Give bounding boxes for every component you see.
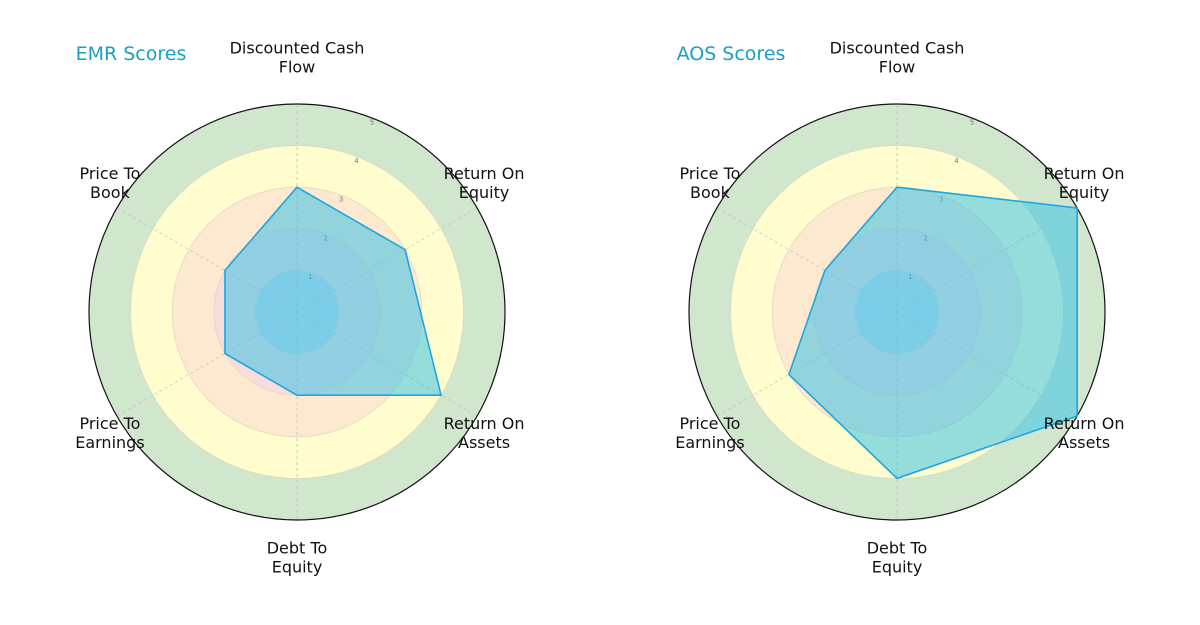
axis-line <box>716 207 898 313</box>
axis-label-line: Return On <box>444 164 525 183</box>
chart-title: EMR Scores <box>76 43 187 65</box>
axis-label: Debt To Equity <box>267 539 328 577</box>
axis-label-line: Assets <box>1058 433 1110 452</box>
axis-label-line: Flow <box>279 57 316 76</box>
axis-label-line: Discounted Cash <box>830 38 965 57</box>
r-tick-label: 5 <box>370 118 374 126</box>
axis-label-line: Earnings <box>675 433 744 452</box>
axis-label-line: Equity <box>1059 183 1110 202</box>
axis-label: Return On Assets <box>1044 414 1125 452</box>
axis-label-line: Return On <box>444 414 525 433</box>
axis-label-line: Discounted Cash <box>230 38 365 57</box>
axis-label-line: Book <box>690 183 731 202</box>
axis-label-line: Equity <box>872 558 923 577</box>
axis-label: Debt To Equity <box>867 539 928 577</box>
axis-label: Price To Earnings <box>75 414 144 452</box>
r-tick-label: 4 <box>354 157 359 165</box>
axis-label-line: Assets <box>458 433 510 452</box>
axis-label: Return On Assets <box>444 414 525 452</box>
axis-label-line: Price To <box>79 414 140 433</box>
axis-label: Price To Book <box>79 164 140 202</box>
axis-label: Discounted Cash Flow <box>830 38 965 76</box>
axis-label-line: Price To <box>79 164 140 183</box>
axis-line <box>116 207 298 313</box>
axis-label-line: Earnings <box>75 433 144 452</box>
r-tick-label: 5 <box>970 118 974 126</box>
axis-label: Price To Book <box>679 164 740 202</box>
chart-title: AOS Scores <box>677 43 786 65</box>
r-tick-label: 3 <box>339 196 343 204</box>
axis-line <box>116 311 298 417</box>
axis-label-line: Return On <box>1044 164 1125 183</box>
axis-label-line: Equity <box>459 183 510 202</box>
axis-label: Return On Equity <box>444 164 525 202</box>
axis-label-line: Price To <box>679 414 740 433</box>
axis-label-line: Flow <box>879 57 916 76</box>
axis-label-line: Price To <box>679 164 740 183</box>
axis-label: Discounted Cash Flow <box>230 38 365 76</box>
r-tick-label: 4 <box>954 157 959 165</box>
axis-label-line: Equity <box>272 558 323 577</box>
axis-label-line: Debt To <box>867 539 928 558</box>
axis-label-line: Return On <box>1044 414 1125 433</box>
axis-label-line: Debt To <box>267 539 328 558</box>
axis-label: Return On Equity <box>1044 164 1125 202</box>
axis-label: Price To Earnings <box>675 414 744 452</box>
axis-label-line: Book <box>90 183 131 202</box>
